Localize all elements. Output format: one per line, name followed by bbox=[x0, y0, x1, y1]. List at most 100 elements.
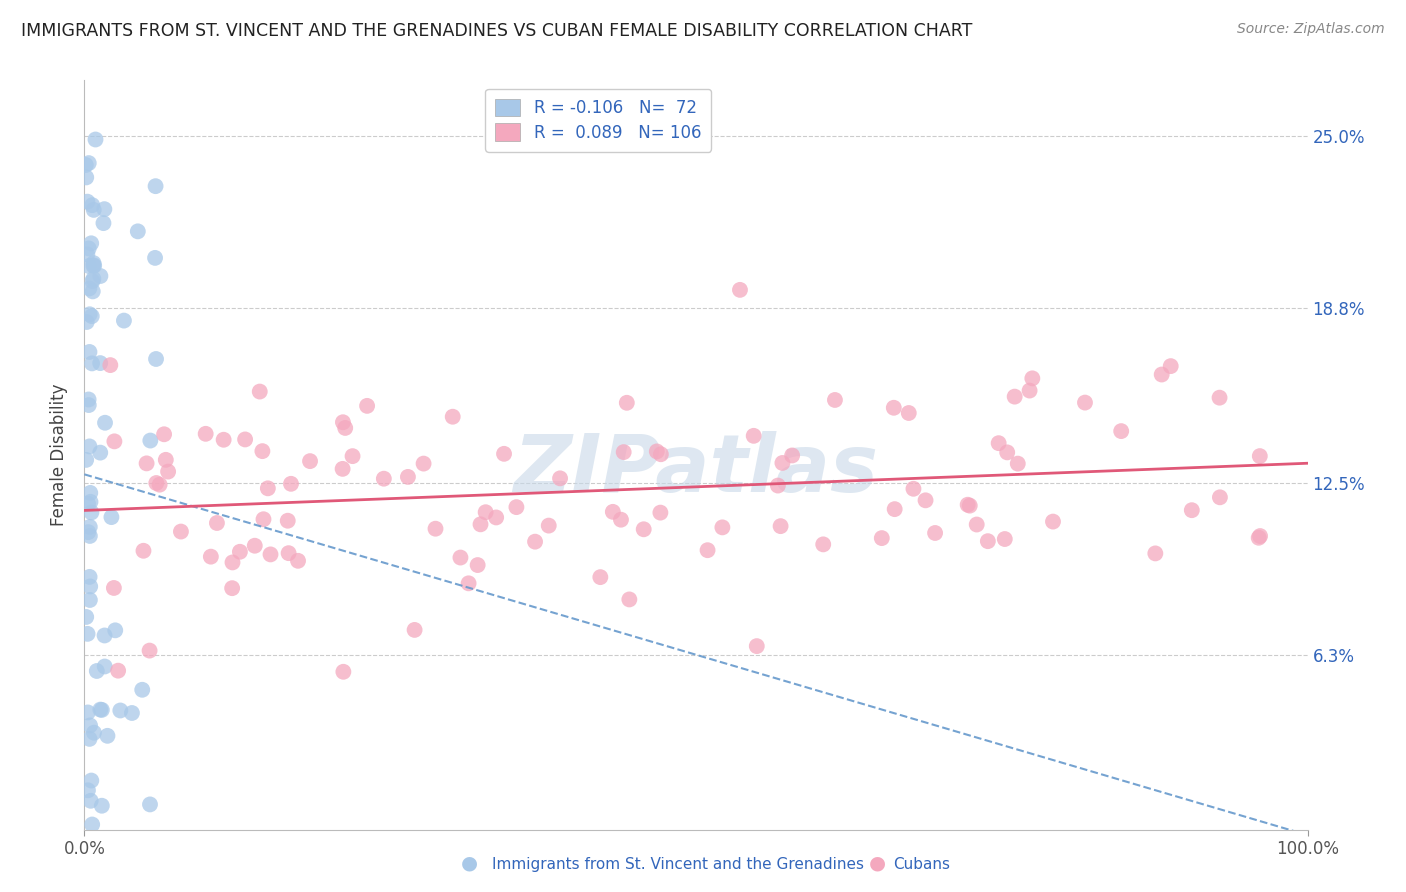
Text: ZIPatlas: ZIPatlas bbox=[513, 431, 879, 509]
Point bbox=[93, 659, 115, 673]
Point bbox=[766, 478, 789, 492]
Point bbox=[205, 516, 228, 530]
Point bbox=[425, 522, 447, 536]
Point bbox=[138, 643, 160, 657]
Point bbox=[505, 500, 527, 515]
Point bbox=[1160, 359, 1182, 373]
Point bbox=[80, 356, 103, 370]
Point bbox=[149, 477, 172, 491]
Point bbox=[82, 259, 104, 273]
Point bbox=[356, 399, 378, 413]
Point bbox=[1150, 368, 1173, 382]
Point bbox=[1144, 546, 1167, 560]
Point bbox=[1074, 395, 1097, 409]
Point bbox=[107, 664, 129, 678]
Point bbox=[1181, 503, 1204, 517]
Point bbox=[83, 259, 105, 273]
Point bbox=[100, 510, 122, 524]
Point bbox=[82, 272, 104, 286]
Point bbox=[82, 274, 104, 288]
Point bbox=[645, 444, 668, 458]
Point bbox=[77, 497, 100, 511]
Point bbox=[610, 513, 633, 527]
Point bbox=[404, 623, 426, 637]
Point bbox=[633, 522, 655, 536]
Point bbox=[1247, 531, 1270, 545]
Point bbox=[977, 534, 1000, 549]
Point bbox=[75, 453, 97, 467]
Point bbox=[82, 198, 104, 212]
Text: Immigrants from St. Vincent and the Grenadines: Immigrants from St. Vincent and the Gren… bbox=[492, 857, 865, 872]
Point bbox=[75, 170, 97, 185]
Point bbox=[83, 256, 105, 270]
Point bbox=[80, 505, 103, 519]
Point bbox=[449, 550, 471, 565]
Point bbox=[221, 556, 243, 570]
Point bbox=[742, 429, 765, 443]
Point bbox=[82, 285, 104, 299]
Point bbox=[602, 505, 624, 519]
Legend: R = -0.106   N=  72, R =  0.089   N= 106: R = -0.106 N= 72, R = 0.089 N= 106 bbox=[485, 88, 711, 152]
Point bbox=[127, 224, 149, 238]
Point bbox=[1109, 424, 1132, 438]
Point bbox=[157, 465, 180, 479]
Point bbox=[84, 132, 107, 146]
Point bbox=[221, 581, 243, 595]
Point bbox=[995, 445, 1018, 459]
Point bbox=[280, 476, 302, 491]
Point bbox=[412, 457, 434, 471]
Point bbox=[194, 426, 217, 441]
Point bbox=[257, 481, 280, 495]
Point bbox=[770, 456, 793, 470]
Point bbox=[994, 532, 1017, 546]
Point bbox=[79, 307, 101, 321]
Point bbox=[94, 416, 117, 430]
Point bbox=[457, 576, 479, 591]
Text: ●: ● bbox=[869, 854, 886, 872]
Point bbox=[131, 682, 153, 697]
Point bbox=[1004, 390, 1026, 404]
Point bbox=[79, 579, 101, 593]
Point bbox=[616, 396, 638, 410]
Point bbox=[745, 639, 768, 653]
Point bbox=[86, 664, 108, 678]
Point bbox=[79, 439, 101, 453]
Point bbox=[966, 517, 988, 532]
Point bbox=[76, 315, 98, 329]
Point bbox=[80, 309, 103, 323]
Point bbox=[492, 447, 515, 461]
Point bbox=[79, 495, 101, 509]
Point bbox=[79, 281, 101, 295]
Point bbox=[1021, 371, 1043, 385]
Point bbox=[93, 216, 115, 230]
Point bbox=[1018, 384, 1040, 398]
Point bbox=[89, 268, 111, 283]
Point bbox=[96, 729, 118, 743]
Point bbox=[233, 433, 256, 447]
Point bbox=[77, 241, 100, 255]
Point bbox=[613, 445, 636, 459]
Point bbox=[90, 798, 112, 813]
Point bbox=[441, 409, 464, 424]
Point bbox=[143, 251, 166, 265]
Point bbox=[212, 433, 235, 447]
Point bbox=[332, 665, 354, 679]
Point bbox=[79, 529, 101, 543]
Point bbox=[956, 498, 979, 512]
Point bbox=[80, 794, 103, 808]
Point bbox=[619, 592, 641, 607]
Point bbox=[924, 526, 946, 541]
Point bbox=[548, 471, 571, 485]
Point bbox=[79, 718, 101, 732]
Point bbox=[79, 593, 101, 607]
Point bbox=[145, 351, 167, 366]
Point bbox=[80, 773, 103, 788]
Point bbox=[89, 703, 111, 717]
Point bbox=[259, 548, 281, 562]
Point bbox=[103, 581, 125, 595]
Point bbox=[89, 445, 111, 459]
Point bbox=[467, 558, 489, 572]
Point bbox=[824, 392, 846, 407]
Point bbox=[79, 486, 101, 500]
Point bbox=[277, 514, 299, 528]
